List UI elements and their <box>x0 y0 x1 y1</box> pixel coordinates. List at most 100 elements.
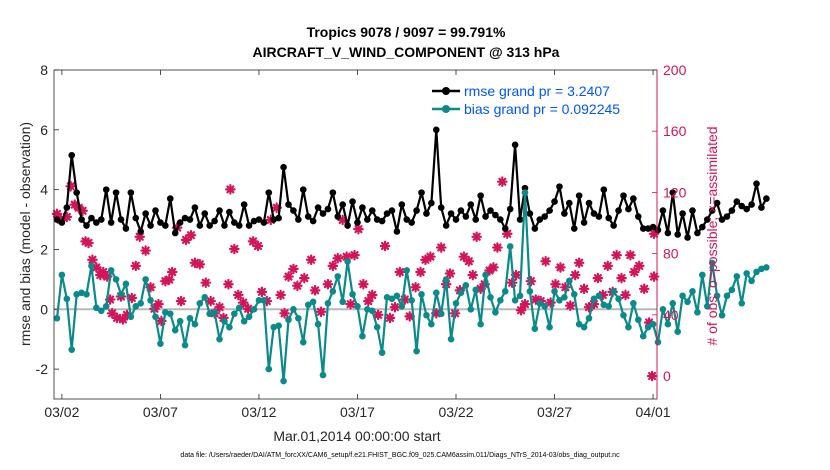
obs-marker-arm <box>437 243 446 252</box>
rmse-point <box>255 216 263 223</box>
obs-marker <box>327 260 339 272</box>
obs-marker-arm <box>374 310 383 319</box>
bias-point <box>615 295 622 303</box>
right-tick-label: 120 <box>663 184 687 200</box>
obs-marker <box>444 268 456 279</box>
bias-point <box>191 320 199 328</box>
rmse-point <box>68 151 76 159</box>
obs-marker-arm <box>432 309 441 318</box>
bias-point <box>176 317 184 325</box>
obs-marker <box>117 314 129 325</box>
rmse-point <box>531 225 539 232</box>
rmse-point <box>388 207 396 214</box>
rmse-point <box>299 186 307 193</box>
bias-point <box>753 268 760 276</box>
obs-marker <box>638 283 650 295</box>
obs-marker-arm <box>635 261 644 270</box>
bias-point <box>541 302 548 310</box>
obs-marker <box>353 223 364 235</box>
obs-marker-arm <box>459 252 468 261</box>
bias-point <box>152 313 159 321</box>
legend-box <box>426 79 651 123</box>
bias-point <box>654 338 662 346</box>
bias-point <box>462 282 470 289</box>
rmse-point <box>432 126 440 134</box>
rmse-point <box>694 229 701 237</box>
obs-marker-arm <box>593 274 602 283</box>
left-tick-labels: -2 0 2 4 6 8 <box>36 62 49 377</box>
bias-point <box>68 346 76 353</box>
bias-point <box>112 276 120 283</box>
obs-marker-arm <box>195 260 204 269</box>
bias-point <box>132 302 140 310</box>
bias-point <box>447 335 455 343</box>
rmse-point <box>226 208 233 216</box>
bias-point <box>290 305 297 313</box>
chart-title-line1: Tropics 9078 / 9097 = 99.791% <box>307 24 506 40</box>
obs-marker <box>232 289 244 301</box>
bias-point <box>531 325 539 333</box>
rmse-point <box>78 216 85 223</box>
bias-point <box>226 323 233 331</box>
bias-point <box>196 299 204 307</box>
obs-marker-arm <box>244 304 253 313</box>
rmse-point <box>625 205 632 213</box>
rmse-point <box>275 214 282 222</box>
bias-point <box>452 299 460 307</box>
bias-point <box>211 308 218 316</box>
rmse-point <box>329 189 337 196</box>
bias-point <box>334 273 342 280</box>
x-tick-label: 03/02 <box>44 404 79 420</box>
bias-point <box>506 243 514 250</box>
rmse-point <box>561 210 568 217</box>
rmse-point <box>546 207 553 214</box>
bias-point <box>314 320 322 328</box>
bias-point <box>166 310 174 318</box>
rmse-point <box>620 192 627 199</box>
x-axis-label: Mar.01,2014 00:00:00 start <box>273 428 440 444</box>
obs-marker-arm <box>88 255 97 264</box>
obs-marker <box>629 266 640 278</box>
rmse-point <box>462 213 470 220</box>
rmse-point <box>413 207 420 214</box>
obs-marker <box>225 184 236 195</box>
x-tick-label: 03/17 <box>340 404 375 420</box>
obs-marker-arm <box>293 281 302 290</box>
bias-point <box>368 307 376 315</box>
y-axis-label-left: rmse and bias (model - observation) <box>17 122 33 346</box>
rmse-point <box>423 210 430 217</box>
obs-marker-arm <box>416 267 425 277</box>
bias-series <box>53 189 770 385</box>
rmse-point <box>132 214 140 222</box>
bias-point <box>216 335 223 343</box>
obs-marker-arm <box>215 303 224 312</box>
rmse-point <box>221 222 228 229</box>
obs-marker <box>175 295 187 307</box>
obs-marker-arm <box>354 225 363 234</box>
rmse-point <box>216 207 223 214</box>
obs-marker <box>140 245 151 256</box>
obs-marker-arm <box>154 300 163 309</box>
obs-marker-arm <box>626 251 635 260</box>
bias-point <box>432 289 440 297</box>
rmse-point <box>162 222 169 229</box>
x-tick-label: 03/12 <box>241 404 276 420</box>
rmse-point <box>245 222 253 229</box>
bias-point <box>324 299 332 307</box>
rmse-point <box>122 225 130 232</box>
x-tick-label: 04/01 <box>636 404 671 420</box>
bias-point <box>467 305 475 313</box>
obs-marker-arm <box>272 203 281 212</box>
obs-marker-arm <box>603 261 612 270</box>
bias-point <box>664 320 672 328</box>
obs-marker-arm <box>52 209 62 218</box>
obs-marker-arm <box>239 298 248 307</box>
x-tick-label: 03/07 <box>143 404 178 420</box>
rmse-point <box>137 228 145 235</box>
bias-point <box>561 294 568 301</box>
rmse-point <box>580 219 588 226</box>
obs-marker <box>166 266 178 278</box>
rmse-point <box>664 229 672 237</box>
rmse-point <box>112 189 120 196</box>
obs-marker <box>229 243 240 255</box>
